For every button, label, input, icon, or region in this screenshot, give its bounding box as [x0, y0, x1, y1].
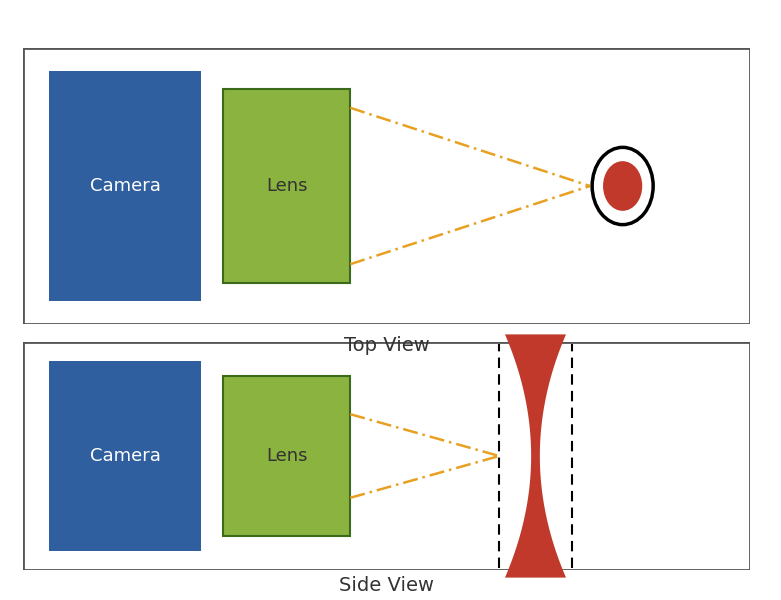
Text: Side View: Side View	[339, 576, 434, 595]
Text: Lens: Lens	[266, 177, 308, 195]
Bar	[223, 89, 351, 283]
Polygon shape	[505, 334, 566, 578]
Bar	[49, 361, 201, 551]
Circle shape	[592, 148, 653, 224]
Text: Top View: Top View	[344, 336, 430, 355]
Text: Camera: Camera	[90, 447, 161, 465]
Bar	[223, 376, 351, 536]
Bar	[49, 71, 201, 301]
Circle shape	[603, 161, 642, 211]
Text: Lens: Lens	[266, 447, 308, 465]
Text: Camera: Camera	[90, 177, 161, 195]
